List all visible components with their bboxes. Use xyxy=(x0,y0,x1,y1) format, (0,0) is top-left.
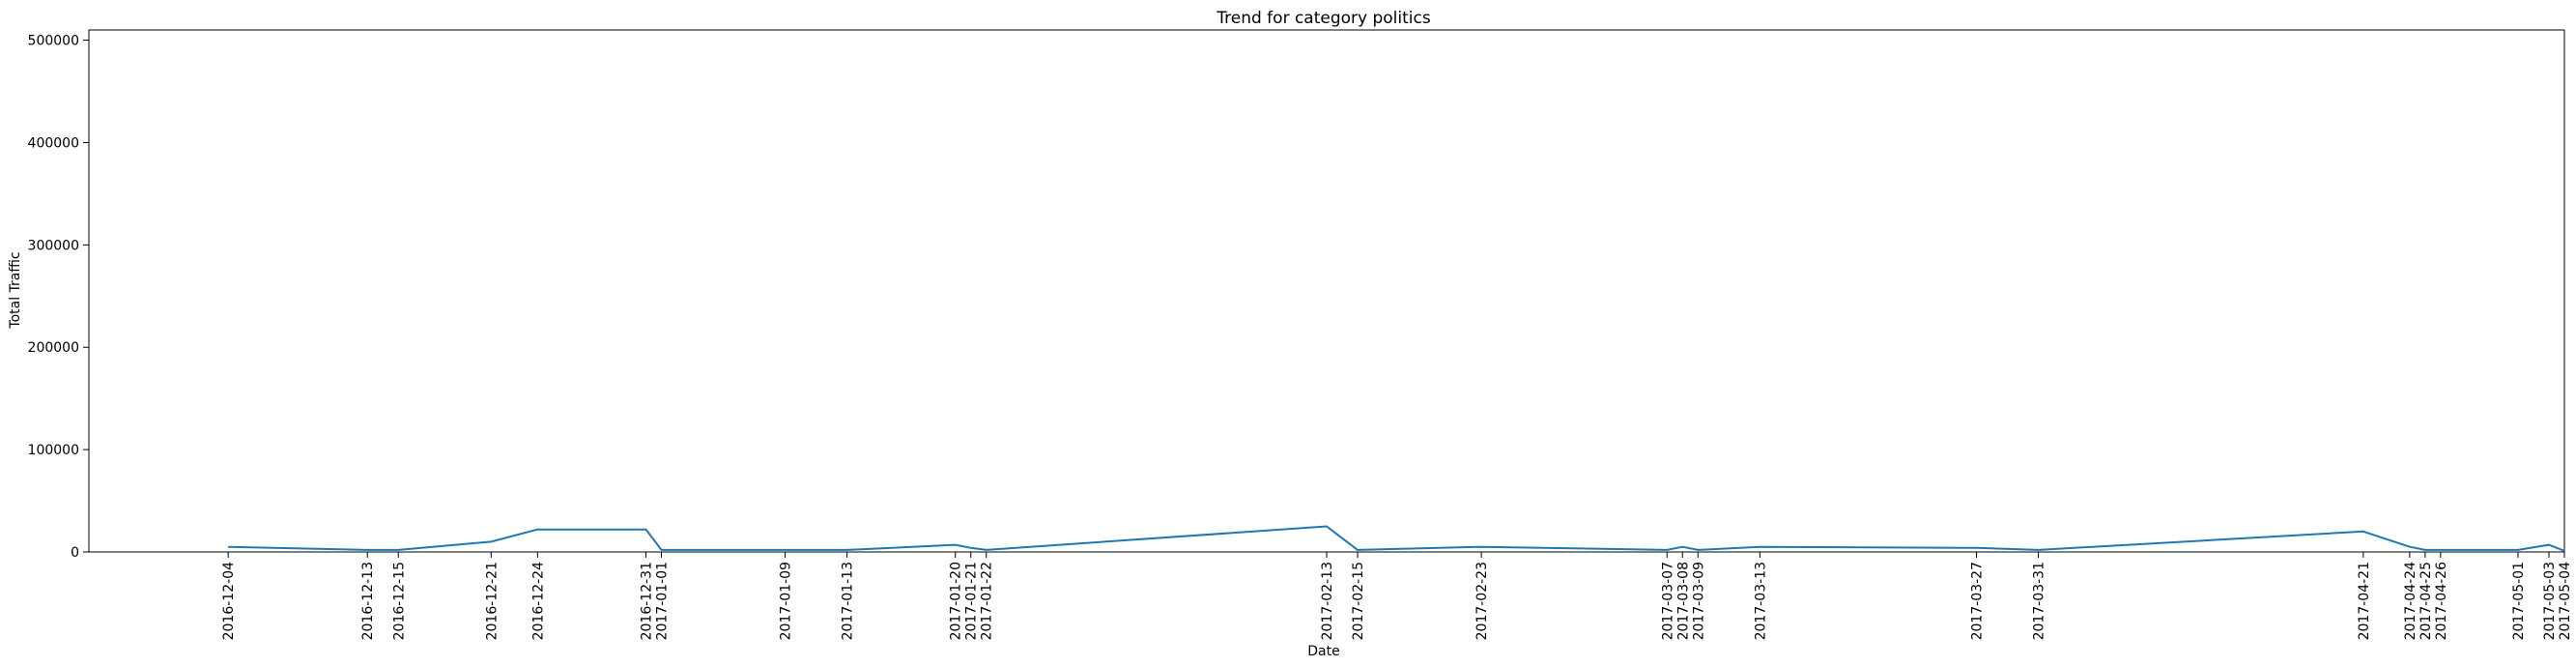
x-tick-label: 2017-04-25 xyxy=(2419,562,2434,640)
y-tick-label: 0 xyxy=(71,545,79,561)
x-tick-label: 2017-01-21 xyxy=(964,562,980,640)
x-tick-label: 2017-03-09 xyxy=(1691,562,1706,640)
x-tick-label: 2017-03-13 xyxy=(1753,562,1768,640)
y-tick-label: 300000 xyxy=(28,238,79,253)
y-tick-label: 500000 xyxy=(28,34,79,49)
x-tick-label: 2017-05-04 xyxy=(2558,562,2573,640)
x-tick-label: 2016-12-31 xyxy=(639,562,654,640)
series-line xyxy=(228,525,2565,552)
chart-title: Trend for category politics xyxy=(1216,9,1431,28)
x-tick-label: 2017-04-24 xyxy=(2403,562,2419,640)
x-tick-label: 2017-04-26 xyxy=(2434,562,2449,640)
x-tick-label: 2017-01-13 xyxy=(841,562,856,640)
x-tick-label: 2017-04-21 xyxy=(2357,562,2372,640)
x-tick-label: 2017-02-13 xyxy=(1320,562,1335,640)
x-tick-label: 2017-01-01 xyxy=(654,562,670,640)
x-tick-label: 2017-01-20 xyxy=(949,562,964,640)
plot-frame xyxy=(88,29,2565,553)
plot-area: 0 100000 200000 300000 400000 500000 2016-12-0… xyxy=(28,29,2573,640)
x-tick-label: 2017-02-23 xyxy=(1474,562,1490,640)
x-tick-label: 2017-02-15 xyxy=(1351,562,1366,640)
x-tick-label: 2016-12-13 xyxy=(360,562,376,640)
y-tick-label: 200000 xyxy=(28,340,79,356)
y-tick-label: 100000 xyxy=(28,443,79,458)
x-tick-label: 2017-01-22 xyxy=(980,562,995,640)
x-tick-label: 2017-03-27 xyxy=(1970,562,1986,640)
x-tick-label: 2016-12-21 xyxy=(484,562,500,640)
x-tick-label: 2017-03-31 xyxy=(2032,562,2047,640)
y-axis-label: Total Traffic xyxy=(8,251,23,329)
x-tick-label: 2017-05-03 xyxy=(2542,562,2558,640)
y-tick-label: 400000 xyxy=(28,135,79,151)
x-tick-label: 2016-12-15 xyxy=(391,562,407,640)
x-tick-label: 2016-12-24 xyxy=(530,562,546,640)
x-tick-label: 2017-03-07 xyxy=(1660,562,1675,640)
x-tick-label: 2017-05-01 xyxy=(2511,562,2527,640)
x-tick-label: 2017-01-09 xyxy=(779,562,794,640)
x-axis-label: Date xyxy=(1307,644,1339,659)
x-tick-label: 2017-03-08 xyxy=(1675,562,1691,640)
x-tick-label: 2016-12-04 xyxy=(221,562,237,640)
